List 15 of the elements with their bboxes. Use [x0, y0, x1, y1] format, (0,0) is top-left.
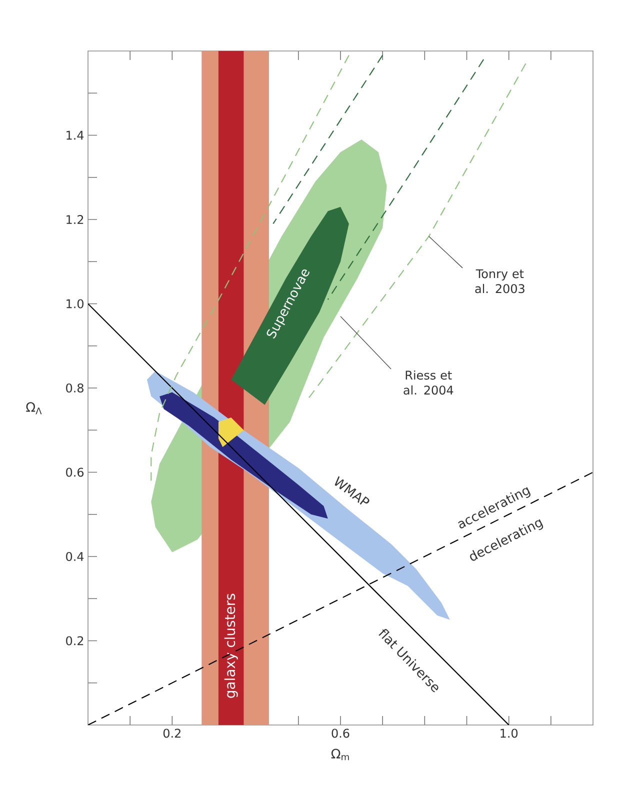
- y-axis-title: Ω$_{Λ}$: [26, 402, 42, 414]
- annotation: Riess et al. 2004: [404, 370, 454, 395]
- y-tick-label: 1.2: [66, 215, 84, 224]
- x-tick-label: 0.6: [332, 728, 350, 738]
- y-tick-label: 0.8: [66, 383, 84, 393]
- y-tick-label: 0.2: [66, 636, 84, 646]
- y-tick-label: 1.4: [66, 130, 84, 140]
- y-tick-label: 1.0: [66, 299, 84, 308]
- y-tick-label: 0.6: [66, 468, 84, 477]
- x-tick-label: 1.0: [500, 728, 518, 738]
- x-tick-label: 0.2: [163, 728, 180, 738]
- band-label: galaxy clusters: [224, 594, 238, 698]
- x-axis-title: Ω$_{m}$: [331, 748, 349, 760]
- y-tick-label: 0.4: [66, 552, 84, 562]
- annotation: Tonry et al. 2003: [475, 269, 524, 294]
